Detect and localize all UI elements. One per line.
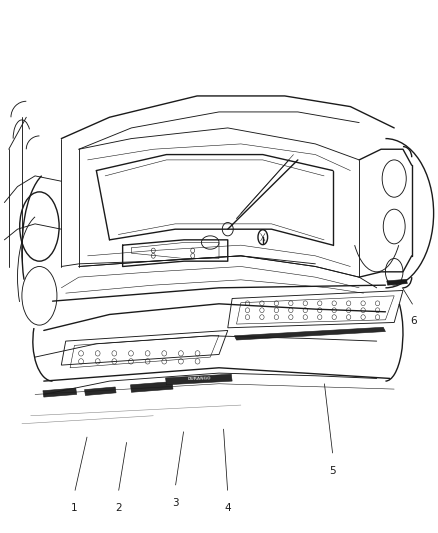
Polygon shape bbox=[131, 382, 173, 392]
Polygon shape bbox=[234, 327, 385, 340]
Polygon shape bbox=[43, 388, 77, 397]
Polygon shape bbox=[85, 387, 116, 395]
Text: 3: 3 bbox=[172, 498, 179, 507]
Text: 4: 4 bbox=[224, 503, 231, 513]
Text: 2: 2 bbox=[115, 503, 122, 513]
Polygon shape bbox=[166, 374, 232, 385]
Text: 1: 1 bbox=[71, 503, 78, 513]
Text: 6: 6 bbox=[410, 317, 417, 326]
Text: 5: 5 bbox=[329, 466, 336, 475]
Polygon shape bbox=[387, 279, 407, 285]
Text: DURANGO: DURANGO bbox=[187, 377, 211, 381]
